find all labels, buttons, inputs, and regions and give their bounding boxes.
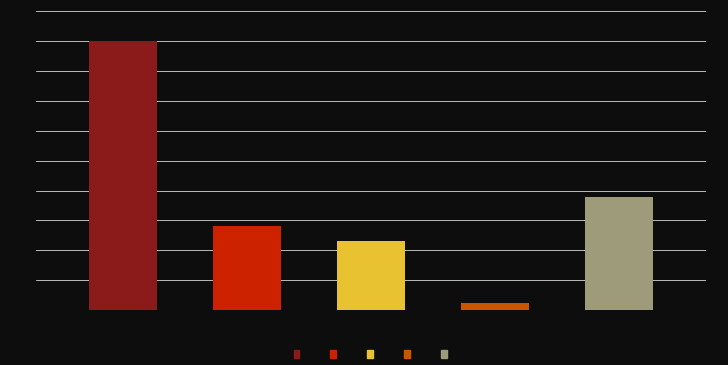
Bar [337,241,405,310]
Bar [89,41,157,310]
Legend: , , , , : , , , , [293,349,449,359]
Bar [213,226,281,310]
Bar [585,196,654,310]
Bar [462,303,529,310]
